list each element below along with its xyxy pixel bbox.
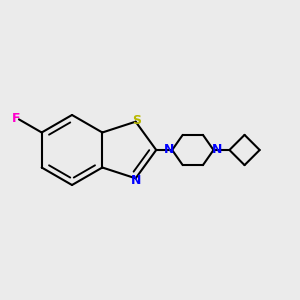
Text: N: N bbox=[164, 143, 174, 156]
Text: N: N bbox=[212, 143, 222, 156]
Text: F: F bbox=[11, 112, 20, 125]
Text: N: N bbox=[130, 174, 141, 187]
Text: S: S bbox=[132, 114, 141, 127]
